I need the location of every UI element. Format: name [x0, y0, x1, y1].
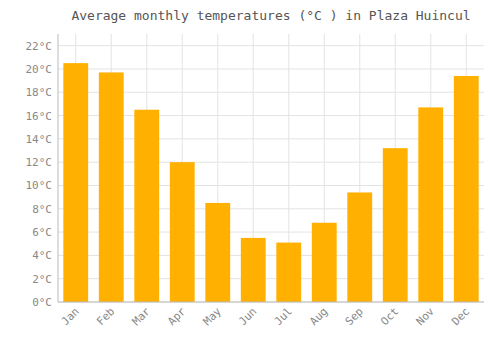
y-tick-label: 4°C: [32, 249, 52, 262]
x-tick-label: Jul: [272, 305, 295, 328]
chart-container: Average monthly temperatures (°C ) in Pl…: [0, 0, 500, 350]
y-grid-line: [58, 45, 484, 46]
y-tick-label: 14°C: [26, 133, 53, 146]
x-tick-label: Sep: [343, 305, 366, 328]
y-tick-label: 0°C: [32, 296, 52, 309]
background: [0, 0, 500, 350]
x-tick-label: Nov: [414, 305, 438, 329]
x-tick-label: Aug: [307, 305, 330, 328]
y-tick-label: 16°C: [26, 110, 53, 123]
bar: [63, 63, 88, 302]
y-axis-line: [58, 34, 59, 302]
x-tick-label: Jun: [236, 305, 259, 328]
y-tick-label: 18°C: [26, 86, 53, 99]
y-tick-label: 2°C: [32, 273, 52, 286]
bars: [63, 63, 478, 302]
x-tick-label: Feb: [94, 305, 117, 328]
x-tick-label: Jan: [59, 305, 82, 328]
x-tick-label: Mar: [130, 305, 154, 329]
bar: [134, 110, 159, 302]
x-tick-label: Dec: [449, 305, 472, 328]
y-tick-label: 22°C: [26, 40, 53, 53]
bar: [454, 76, 479, 302]
x-tick-label: Oct: [378, 305, 401, 328]
x-tick-label: May: [201, 305, 225, 329]
y-tick-label: 20°C: [26, 63, 53, 76]
bar: [241, 238, 266, 302]
chart-title: Average monthly temperatures (°C ) in Pl…: [71, 8, 470, 23]
bar: [205, 203, 230, 302]
x-tick-label: Apr: [165, 305, 189, 329]
y-grid-line: [58, 302, 484, 303]
bar: [418, 107, 443, 302]
bar: [347, 192, 372, 302]
bar: [99, 72, 124, 302]
bar: [170, 162, 195, 302]
bar: [312, 223, 337, 302]
grid: [58, 34, 484, 302]
y-tick-label: 10°C: [26, 179, 53, 192]
x-axis-line: [58, 302, 484, 303]
bar: [276, 243, 301, 302]
y-tick-label: 8°C: [32, 203, 52, 216]
y-tick-label: 12°C: [26, 156, 53, 169]
bar: [383, 148, 408, 302]
y-grid-line: [58, 68, 484, 69]
chart-svg: Average monthly temperatures (°C ) in Pl…: [0, 0, 500, 350]
y-tick-label: 6°C: [32, 226, 52, 239]
